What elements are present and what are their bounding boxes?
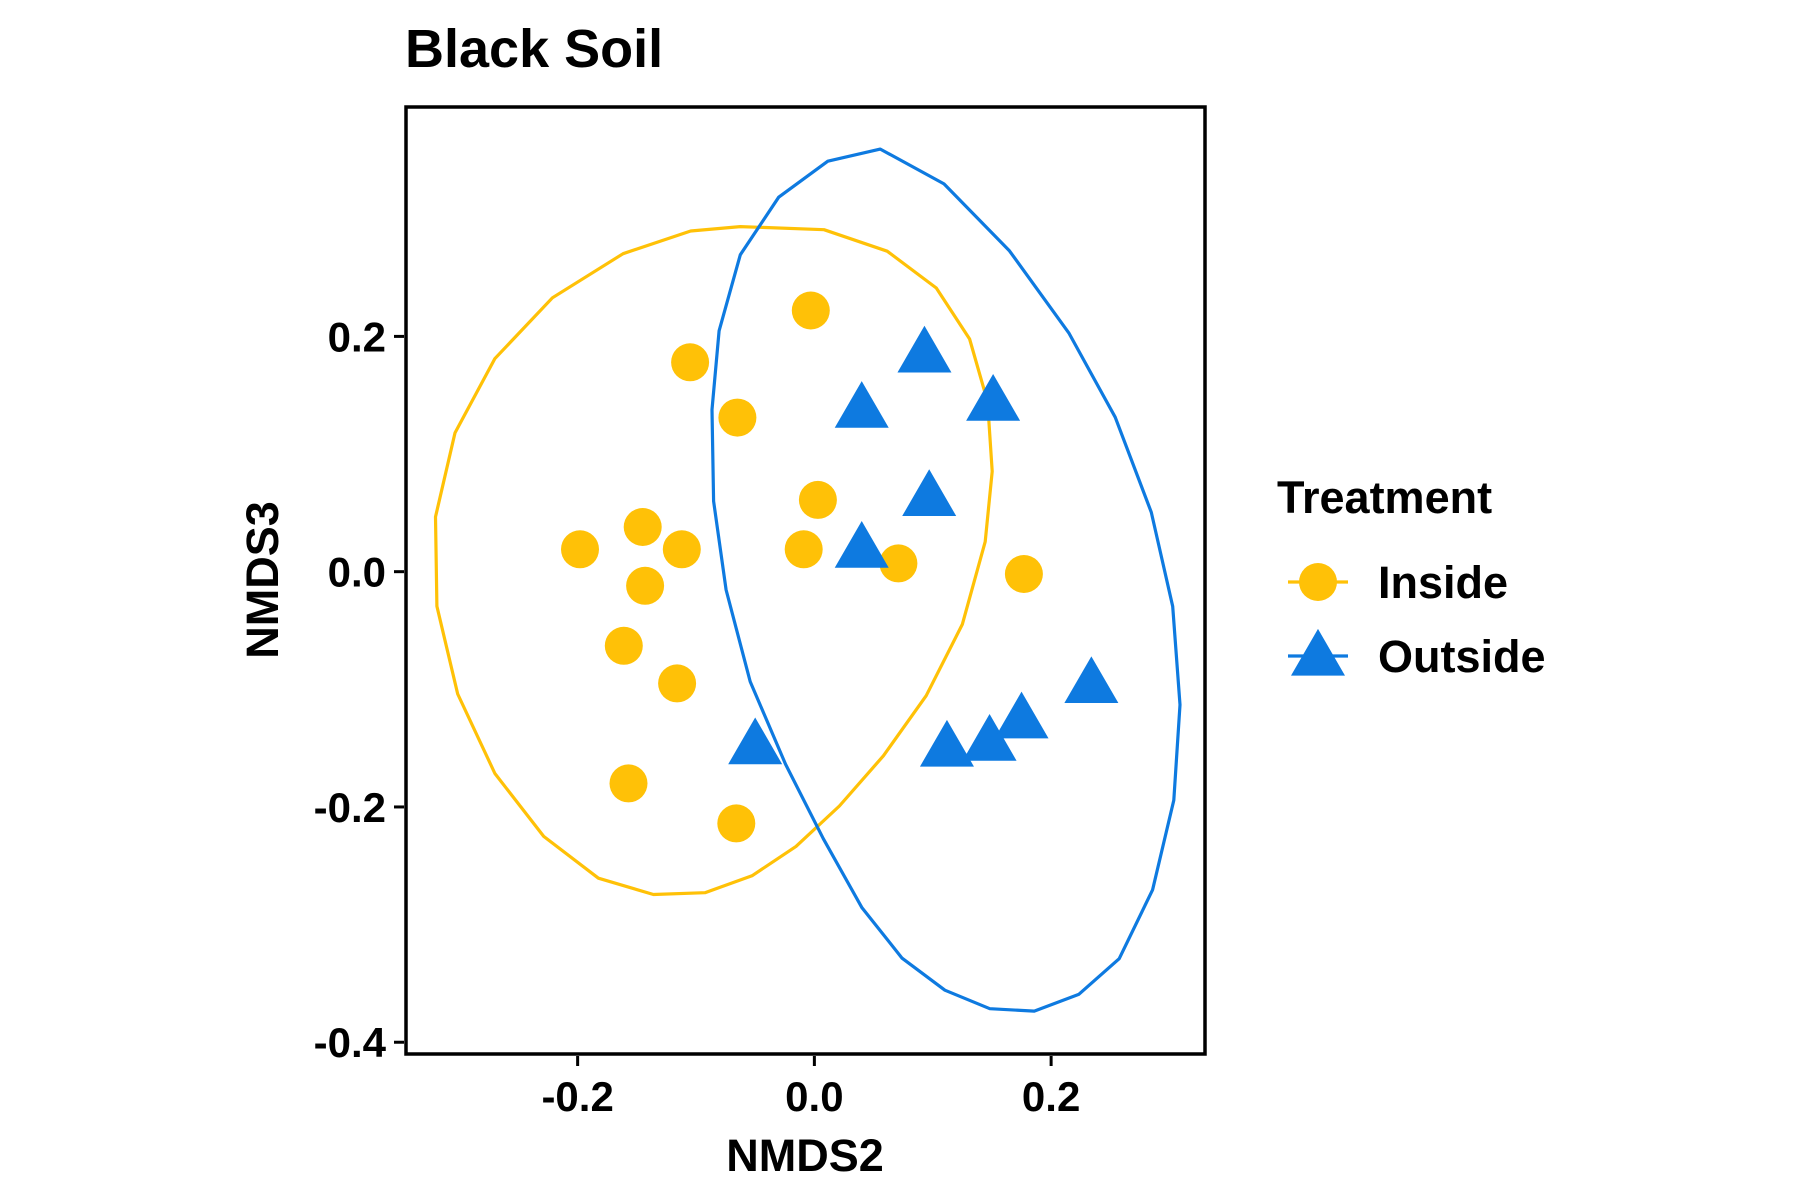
y-axis: -0.4 -0.2 0.0 0.2 — [314, 313, 404, 1066]
inside-point — [658, 664, 697, 703]
plot-panel-border — [404, 105, 1207, 1056]
x-axis: -0.2 0.0 0.2 — [541, 1056, 1080, 1120]
confidence-ellipses — [433, 147, 1182, 1013]
inside-point — [879, 544, 918, 583]
x-axis-title: NMDS2 — [726, 1130, 884, 1181]
outside-point — [919, 719, 974, 767]
inside-point — [662, 530, 701, 569]
y-tick-label: 0.0 — [328, 549, 386, 596]
inside-point — [784, 530, 823, 569]
legend-key-circle — [1299, 563, 1337, 601]
inside-point — [626, 566, 665, 605]
y-axis-title: NMDS3 — [237, 501, 288, 659]
x-tick-label: -0.2 — [541, 1073, 613, 1120]
outside-ellipse — [710, 147, 1182, 1013]
inside-point — [671, 343, 710, 382]
legend-item-inside: Inside — [1288, 557, 1508, 608]
outside-point — [902, 469, 957, 517]
inside-point — [609, 764, 648, 803]
inside-point — [798, 480, 837, 519]
outside-point — [1064, 656, 1119, 704]
legend: Treatment Inside Outside — [1277, 472, 1546, 682]
outside-point — [962, 713, 1017, 761]
legend-key-triangle — [1291, 628, 1345, 676]
inside-point — [1004, 555, 1043, 593]
x-tick-label: 0.0 — [785, 1073, 843, 1120]
outside-point — [728, 717, 783, 765]
inside-point — [561, 530, 599, 569]
x-tick-label: 0.2 — [1022, 1073, 1080, 1120]
outside-point — [966, 374, 1021, 421]
inside-point — [718, 398, 757, 437]
chart-title: Black Soil — [405, 19, 663, 79]
inside-point — [717, 804, 756, 843]
outside-point — [994, 691, 1049, 739]
legend-label: Outside — [1378, 631, 1546, 682]
inside-point — [791, 291, 830, 330]
inside-point — [604, 626, 643, 665]
inside-ellipse — [433, 225, 994, 897]
y-tick-label: -0.2 — [314, 784, 386, 831]
legend-title: Treatment — [1277, 472, 1492, 523]
outside-point — [834, 381, 889, 428]
inside-point — [623, 508, 662, 546]
data-points — [561, 291, 1119, 843]
legend-label: Inside — [1378, 557, 1508, 608]
outside-point — [834, 521, 889, 568]
outside-point — [897, 325, 952, 373]
y-tick-label: -0.4 — [314, 1019, 387, 1066]
legend-item-outside: Outside — [1288, 628, 1546, 682]
y-tick-label: 0.2 — [328, 313, 386, 360]
